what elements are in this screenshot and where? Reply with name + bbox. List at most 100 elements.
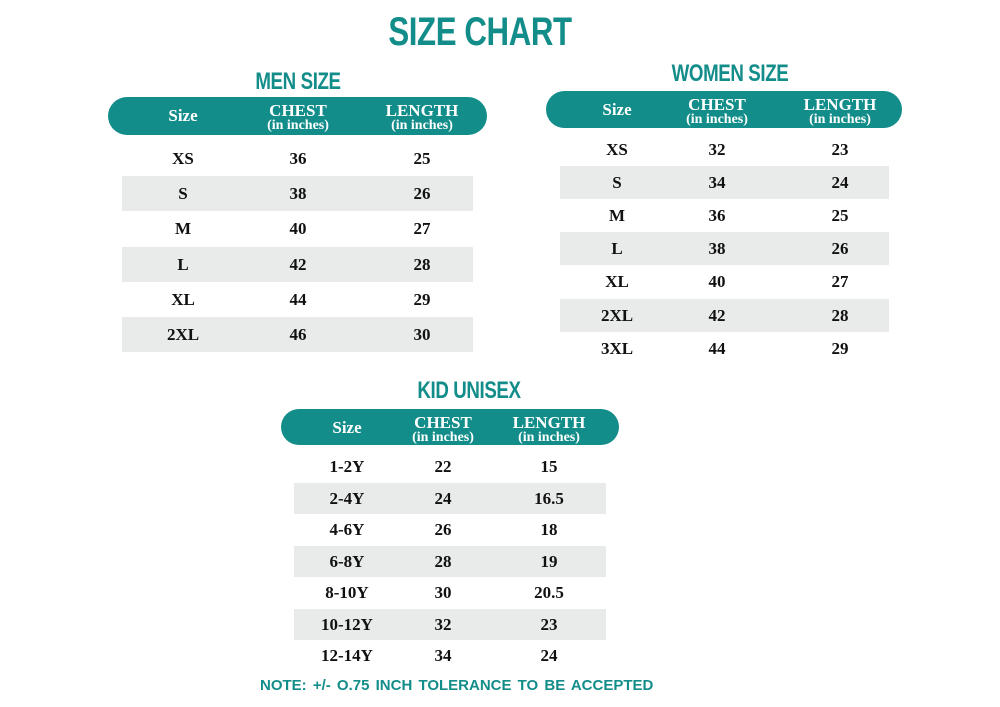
- table-cell: 4-6Y: [329, 520, 365, 539]
- header-label: Size: [332, 418, 362, 437]
- header-label: LENGTH: [385, 101, 459, 120]
- table-cell: 8-10Y: [325, 583, 369, 602]
- table-cell: 44: [289, 289, 307, 309]
- table-cell: 30: [434, 583, 452, 602]
- table-cell: 40: [708, 272, 726, 292]
- header-cell: LENGTH (in inches): [352, 102, 492, 133]
- page-title: SIZE CHART: [388, 10, 572, 54]
- header-cell: CHEST (in inches): [647, 96, 787, 127]
- table-cell: 40: [289, 219, 307, 239]
- row-stripe: [560, 298, 889, 332]
- table-cell: 24: [434, 488, 452, 508]
- header-cell: Size: [277, 419, 417, 436]
- table-cell: 20.5: [534, 583, 564, 602]
- header-sub-label: (in inches): [686, 112, 748, 127]
- table-cell: 26: [434, 520, 452, 539]
- table-title: WOMEN SIZE: [671, 60, 789, 87]
- header-sub-label: (in inches): [518, 430, 580, 445]
- table-cell: 12-14Y: [321, 646, 373, 665]
- header-cell: Size: [547, 101, 687, 118]
- table-title: KID UNISEX: [417, 377, 521, 404]
- table-cell: XL: [171, 289, 195, 309]
- table-cell: 27: [413, 219, 431, 239]
- table-cell: XL: [605, 272, 629, 292]
- table-cell: 19: [540, 551, 558, 571]
- note: NOTE: +/- O.75 INCH TOLERANCE TO BE ACCE…: [260, 677, 654, 694]
- row-stripe: [294, 482, 606, 514]
- header-sub-label: (in inches): [267, 118, 329, 133]
- table-cell: 36: [708, 206, 726, 226]
- table-cell: 42: [289, 254, 307, 274]
- header-label: LENGTH: [803, 95, 877, 114]
- table-cell: 38: [708, 239, 726, 259]
- table-cell: 46: [289, 325, 307, 344]
- table-cell: 30: [413, 325, 431, 344]
- table-cell: 2-4Y: [329, 488, 365, 508]
- header-cell: LENGTH (in inches): [770, 96, 910, 127]
- table-cell: 24: [831, 173, 849, 193]
- table-cell: 44: [708, 338, 726, 358]
- table-cell: 2XL: [166, 325, 200, 344]
- table-cell: 10-12Y: [321, 614, 373, 634]
- row-stripe: [122, 317, 473, 353]
- table-cell: 28: [434, 551, 452, 571]
- table-cell: 23: [540, 614, 558, 634]
- table-cell: XS: [606, 140, 628, 159]
- table-cell: 34: [708, 173, 726, 193]
- row-stripe: [560, 232, 889, 266]
- table-cell: 24: [540, 646, 558, 665]
- row-stripe: [294, 545, 606, 577]
- table-cell: 42: [708, 305, 726, 325]
- header-label: LENGTH: [512, 413, 586, 432]
- table-title: MEN SIZE: [255, 68, 341, 95]
- header-label: CHEST: [414, 413, 472, 432]
- table-cell: 28: [831, 305, 849, 325]
- row-stripe: [122, 246, 473, 282]
- table-cell: 16.5: [534, 488, 564, 508]
- table-cell: 27: [831, 272, 849, 292]
- header-cell: CHEST (in inches): [373, 414, 513, 445]
- table-cell: 3XL: [600, 338, 634, 358]
- header-bar: [281, 409, 619, 445]
- table-cell: 34: [434, 646, 452, 665]
- table-cell: XS: [172, 149, 194, 168]
- header-label: Size: [168, 106, 198, 125]
- table-cell: 26: [831, 239, 849, 259]
- table-cell: 28: [413, 254, 431, 274]
- table-cell: 26: [413, 184, 431, 204]
- header-cell: LENGTH (in inches): [479, 414, 619, 445]
- table-cell: M: [174, 219, 192, 239]
- table-cell: 25: [831, 206, 849, 226]
- table-cell: 18: [540, 520, 558, 539]
- row-stripe: [560, 166, 889, 200]
- table-cell: 1-2Y: [329, 457, 365, 476]
- table-cell: 6-8Y: [329, 551, 365, 571]
- table-cell: 25: [413, 149, 431, 168]
- table-cell: L: [177, 254, 189, 274]
- table-cell: S: [612, 173, 622, 193]
- table-cell: 15: [540, 457, 558, 476]
- header-bar: [108, 97, 487, 135]
- header-cell: Size: [113, 107, 253, 124]
- table-cell: 29: [831, 338, 849, 358]
- row-stripe: [122, 176, 473, 212]
- table-cell: S: [178, 184, 188, 204]
- header-sub-label: (in inches): [809, 112, 871, 127]
- header-label: CHEST: [269, 101, 327, 120]
- row-stripe: [294, 608, 606, 640]
- table-cell: 32: [708, 140, 726, 159]
- table-cell: 32: [434, 614, 452, 634]
- table-cell: 36: [289, 149, 307, 168]
- header-bar: [546, 91, 902, 128]
- table-cell: L: [611, 239, 623, 259]
- table-cell: M: [608, 206, 626, 226]
- header-cell: CHEST (in inches): [228, 102, 368, 133]
- table-cell: 22: [434, 457, 452, 476]
- table-cell: 38: [289, 184, 307, 204]
- header-sub-label: (in inches): [391, 118, 453, 133]
- header-label: CHEST: [688, 95, 746, 114]
- table-cell: 23: [831, 140, 849, 159]
- table-cell: 2XL: [600, 305, 634, 325]
- table-cell: 29: [413, 289, 431, 309]
